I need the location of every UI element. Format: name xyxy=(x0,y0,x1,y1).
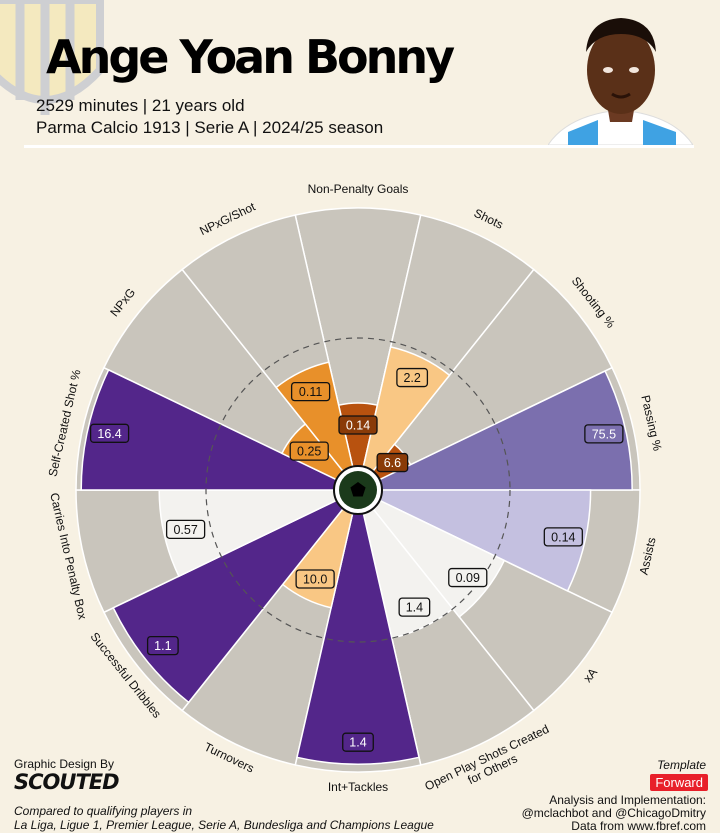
metric-label-assists: Assists xyxy=(636,536,658,576)
value-tag-turnovers xyxy=(295,569,335,589)
value-label-turnovers: 10.0 xyxy=(303,573,327,587)
value-label-open-play-shots-created-for-others: 1.4 xyxy=(406,601,423,615)
template-label: Template xyxy=(657,758,706,772)
value-label-npxg: 0.25 xyxy=(297,445,321,459)
minutes-age-line: 2529 minutes | 21 years old xyxy=(36,96,245,115)
value-tag-npxg xyxy=(289,441,329,461)
comparison-note-line1: Compared to qualifying players in xyxy=(14,804,193,818)
reference-ring xyxy=(205,337,511,643)
header-divider xyxy=(24,145,694,148)
value-label-passing: 75.5 xyxy=(592,427,616,441)
value-label-shots: 2.2 xyxy=(403,371,420,385)
club-league-season-line: Parma Calcio 1913 | Serie A | 2024/25 se… xyxy=(36,118,384,137)
data-source-line: Data from www.fbref.com xyxy=(571,819,706,833)
value-label-assists: 0.14 xyxy=(551,530,575,544)
metric-label-text: Non-Penalty Goals xyxy=(308,182,409,196)
metric-label-text: Int+Tackles xyxy=(328,780,388,794)
analysis-credit-line2: @mclachbot and @ChicagoDmitry xyxy=(521,806,706,820)
value-label-npxg-shot: 0.11 xyxy=(299,385,322,399)
football-pentagon-icon xyxy=(350,482,366,497)
value-tag-int-tackles xyxy=(342,732,374,752)
value-tag-npxg-shot xyxy=(290,381,331,402)
value-tag-passing xyxy=(584,424,624,444)
value-tag-carries-into-penalty-box xyxy=(165,519,206,539)
player-name: Ange Yoan Bonny xyxy=(46,30,455,84)
template-badge: Forward xyxy=(650,774,708,791)
metric-label-xa: xA xyxy=(580,665,600,685)
value-label-xa: 0.09 xyxy=(456,571,480,585)
player-photo xyxy=(548,18,693,145)
club-crest-watermark xyxy=(0,0,104,115)
analysis-credit-line1: Analysis and Implementation: xyxy=(549,793,706,807)
value-tag-open-play-shots-created-for-others xyxy=(398,597,431,617)
value-label-successful-dribbles: 1.1 xyxy=(154,639,171,653)
comparison-note-line2: La Liga, Ligue 1, Premier League, Serie … xyxy=(14,818,434,832)
metric-label-passing: Passing % xyxy=(638,394,664,453)
design-credit-label: Graphic Design By xyxy=(14,757,115,771)
metric-label-text: Assists xyxy=(636,536,658,576)
metric-label-text: Shots xyxy=(472,206,506,232)
value-tag-assists xyxy=(543,527,583,547)
value-tag-successful-dribbles xyxy=(146,635,179,656)
value-label-self-created-shot: 16.4 xyxy=(97,427,121,441)
metric-label-text: Passing % xyxy=(638,394,664,453)
metric-label-text: xA xyxy=(580,665,600,685)
value-tag-shooting xyxy=(376,452,409,473)
metric-label-int-tackles: Int+Tackles xyxy=(328,780,388,794)
metric-label-non-penalty-goals: Non-Penalty Goals xyxy=(308,182,409,196)
value-tag-shots xyxy=(396,367,429,388)
value-tag-self-created-shot xyxy=(89,423,130,443)
value-label-int-tackles: 1.4 xyxy=(349,736,366,750)
metric-label-npxg: NPxG xyxy=(107,285,138,319)
metric-label-shots: Shots xyxy=(472,206,506,232)
value-label-shooting: 6.6 xyxy=(384,456,401,470)
value-label-carries-into-penalty-box: 0.57 xyxy=(173,523,197,537)
value-tag-xa xyxy=(448,567,488,588)
value-label-non-penalty-goals: 0.14 xyxy=(346,419,370,433)
scouted-logo: SCOUTED xyxy=(14,770,120,794)
value-tag-non-penalty-goals xyxy=(338,415,378,435)
metric-label-text: NPxG xyxy=(107,285,138,319)
